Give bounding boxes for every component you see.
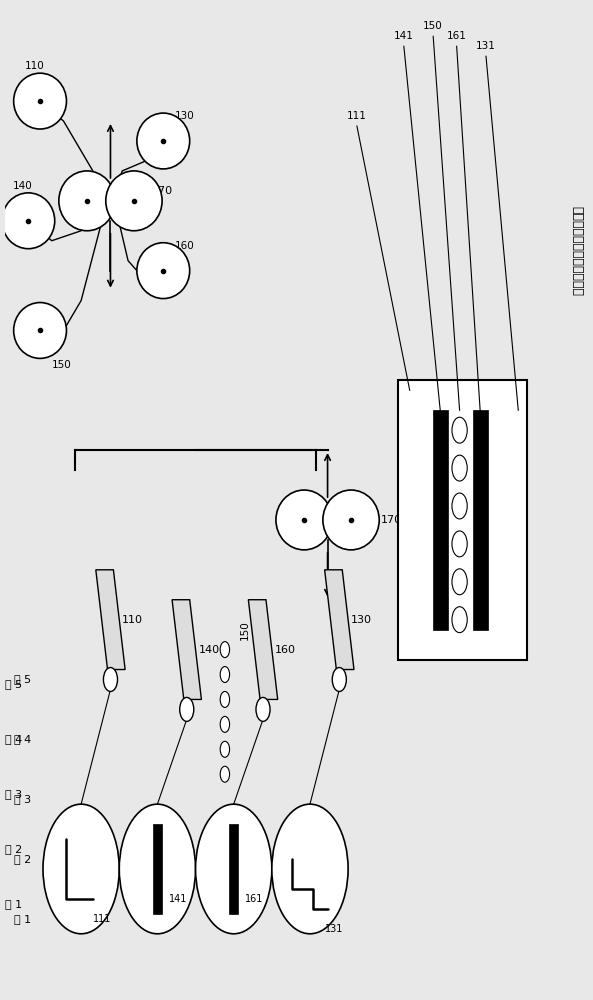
Circle shape xyxy=(220,716,229,732)
Text: 层 1: 层 1 xyxy=(14,914,31,924)
Text: 层 5: 层 5 xyxy=(5,679,23,689)
Circle shape xyxy=(256,697,270,721)
Circle shape xyxy=(43,804,119,934)
Text: 150: 150 xyxy=(240,620,250,640)
Circle shape xyxy=(272,804,348,934)
Polygon shape xyxy=(96,570,125,670)
Text: 层 2: 层 2 xyxy=(14,854,31,864)
Bar xyxy=(473,410,488,630)
Text: 140: 140 xyxy=(12,181,33,191)
Ellipse shape xyxy=(59,171,115,231)
Bar xyxy=(229,824,238,914)
Circle shape xyxy=(220,667,229,682)
Text: 150: 150 xyxy=(52,360,72,370)
Polygon shape xyxy=(248,600,278,699)
Text: 141: 141 xyxy=(169,894,187,904)
Circle shape xyxy=(119,804,196,934)
Ellipse shape xyxy=(106,171,162,231)
Ellipse shape xyxy=(137,113,190,169)
Text: 层 1: 层 1 xyxy=(5,899,23,909)
Text: 140: 140 xyxy=(199,645,219,655)
Circle shape xyxy=(220,691,229,707)
Text: 160: 160 xyxy=(275,645,296,655)
Text: 111: 111 xyxy=(347,111,367,121)
FancyBboxPatch shape xyxy=(398,380,527,660)
Text: 161: 161 xyxy=(246,894,264,904)
Text: 130: 130 xyxy=(351,615,372,625)
Text: 层 3: 层 3 xyxy=(5,789,23,799)
Text: 层 2: 层 2 xyxy=(5,844,23,854)
Text: 131: 131 xyxy=(324,924,343,934)
Circle shape xyxy=(452,607,467,633)
Circle shape xyxy=(103,668,117,691)
Circle shape xyxy=(220,741,229,757)
Ellipse shape xyxy=(276,490,332,550)
Text: 层 4: 层 4 xyxy=(5,734,23,744)
Circle shape xyxy=(452,493,467,519)
Text: 131: 131 xyxy=(476,41,496,51)
Text: 111: 111 xyxy=(93,914,111,924)
Circle shape xyxy=(180,697,194,721)
Ellipse shape xyxy=(137,243,190,299)
Text: 110: 110 xyxy=(122,615,143,625)
Bar xyxy=(153,824,162,914)
Circle shape xyxy=(452,531,467,557)
Circle shape xyxy=(220,642,229,658)
Bar xyxy=(433,410,448,630)
Ellipse shape xyxy=(323,490,379,550)
Ellipse shape xyxy=(14,73,66,129)
Text: 层 3: 层 3 xyxy=(14,794,31,804)
Text: 170: 170 xyxy=(380,515,401,525)
Circle shape xyxy=(452,417,467,443)
Text: 层 4: 层 4 xyxy=(14,734,31,744)
Polygon shape xyxy=(172,600,202,699)
Polygon shape xyxy=(324,570,354,670)
Text: 170: 170 xyxy=(152,186,173,196)
Text: 130: 130 xyxy=(175,111,195,121)
Text: 150: 150 xyxy=(423,21,443,31)
Text: 110: 110 xyxy=(24,61,44,71)
Text: 具有横截面结构的层压薄膜: 具有横截面结构的层压薄膜 xyxy=(570,206,584,296)
Circle shape xyxy=(452,455,467,481)
Ellipse shape xyxy=(14,303,66,358)
Text: 160: 160 xyxy=(175,241,195,251)
Circle shape xyxy=(220,766,229,782)
Ellipse shape xyxy=(2,193,55,249)
Text: 141: 141 xyxy=(394,31,414,41)
Circle shape xyxy=(196,804,272,934)
Circle shape xyxy=(452,569,467,595)
Text: 161: 161 xyxy=(447,31,467,41)
Text: 180: 180 xyxy=(353,515,375,525)
Circle shape xyxy=(332,668,346,691)
Text: 层 5: 层 5 xyxy=(14,675,31,685)
